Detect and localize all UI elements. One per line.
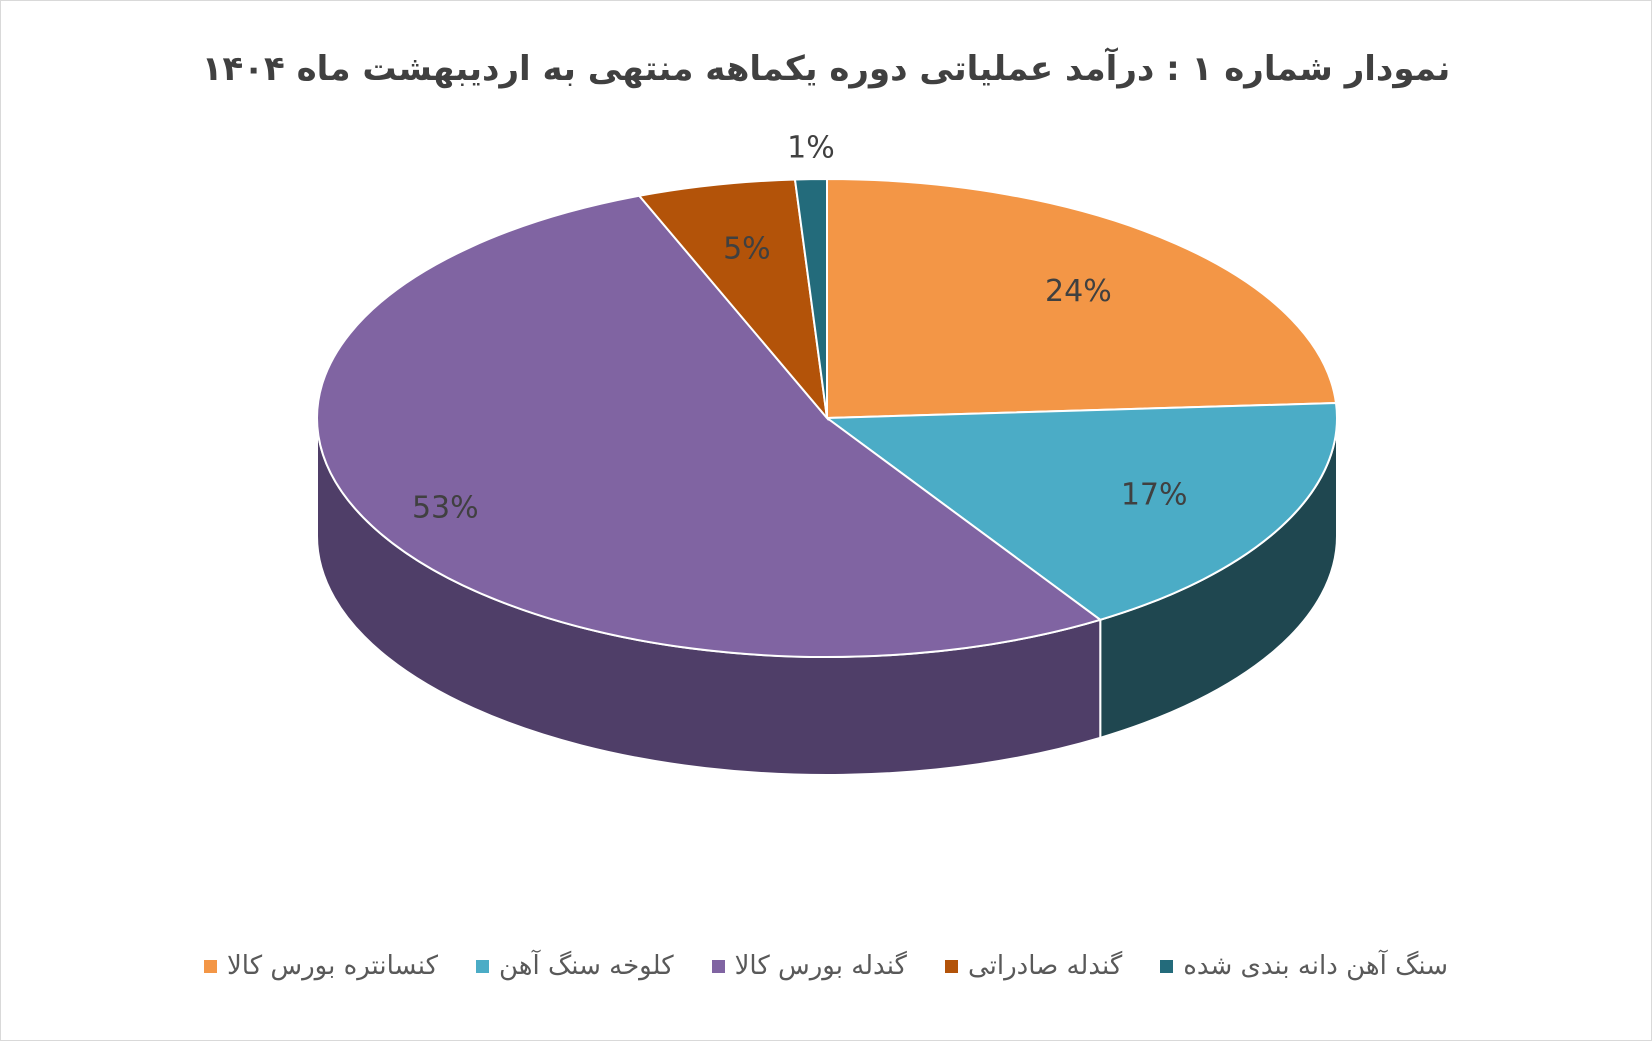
data-label: 1% — [787, 131, 835, 166]
legend-item: گندله صادراتی — [944, 951, 1123, 981]
data-label: 17% — [1121, 478, 1188, 513]
legend-label: کلوخه سنگ آهن — [498, 951, 674, 981]
legend-label: سنگ آهن دانه بندی شده — [1183, 951, 1449, 981]
data-label: 53% — [412, 491, 479, 526]
slice — [316, 194, 1103, 658]
legend-item: کنسانتره بورس کالا — [203, 951, 438, 981]
slice — [637, 178, 829, 422]
data-label: 5% — [723, 232, 771, 267]
slice — [824, 401, 1338, 621]
legend: کنسانتره بورس کالا کلوخه سنگ آهن گندله بور… — [1, 951, 1651, 981]
legend-swatch — [203, 959, 217, 973]
legend-swatch — [711, 959, 725, 973]
chart-title: نمودار شماره ۱ : درآمد عملیاتی دوره یکما… — [201, 49, 1451, 89]
legend-item: کلوخه سنگ آهن — [475, 951, 674, 981]
legend-swatch — [944, 959, 958, 973]
legend-label: گندله صادراتی — [967, 951, 1123, 981]
slice — [793, 177, 828, 419]
legend-item: گندله بورس کالا — [711, 951, 907, 981]
legend-swatch — [1160, 959, 1174, 973]
legend-swatch — [475, 959, 489, 973]
legend-item: سنگ آهن دانه بندی شده — [1160, 951, 1448, 981]
legend-label: گندله بورس کالا — [734, 951, 907, 981]
slice — [826, 177, 1338, 420]
legend-label: کنسانتره بورس کالا — [226, 951, 438, 981]
data-label: 24% — [1045, 274, 1112, 309]
